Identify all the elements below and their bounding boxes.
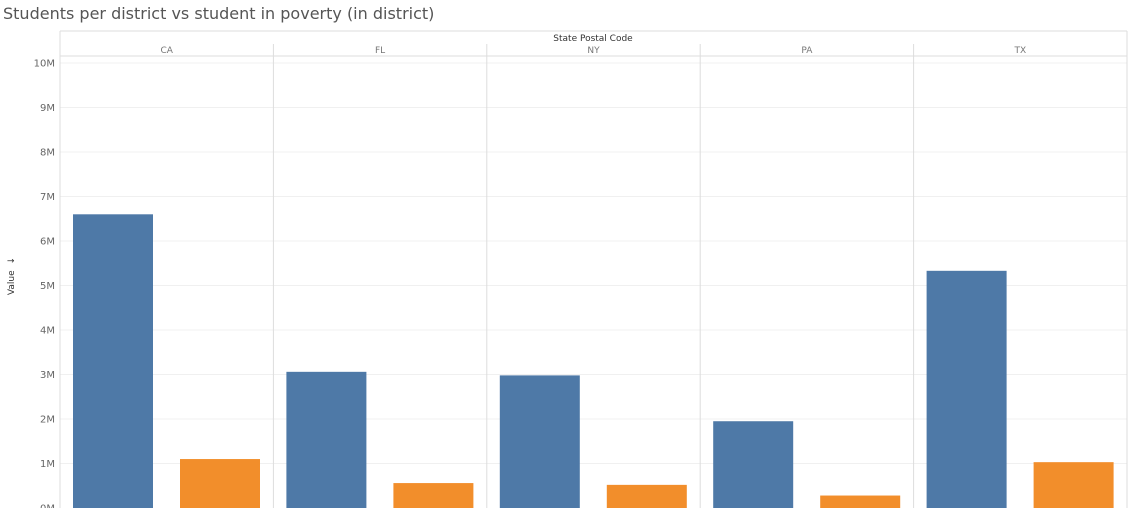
sort-icon[interactable]: ↓ bbox=[7, 257, 17, 265]
column-header-title: State Postal Code bbox=[553, 34, 633, 44]
category-label: PA bbox=[801, 46, 813, 56]
category-labels: CA FL NY PA TX bbox=[160, 46, 1026, 56]
y-tick-label: 3M bbox=[40, 370, 55, 381]
category-label: FL bbox=[375, 46, 385, 56]
y-tick-label: 0M bbox=[40, 504, 55, 508]
y-tick-label: 10M bbox=[34, 59, 55, 70]
bar-ny-1[interactable] bbox=[499, 375, 580, 508]
bar-fl-1[interactable] bbox=[286, 371, 367, 508]
bar-ny-2[interactable] bbox=[606, 484, 687, 508]
column-header: State Postal Code bbox=[60, 30, 1127, 57]
bar-ca-1[interactable] bbox=[73, 214, 153, 508]
y-axis-title-text: Value bbox=[7, 270, 17, 295]
chart-title: Students per district vs student in pove… bbox=[3, 4, 435, 23]
bar-fl-2[interactable] bbox=[393, 483, 474, 508]
panel-dividers bbox=[272, 31, 1128, 508]
y-tick-label: 8M bbox=[40, 148, 55, 159]
bar-pa-1[interactable] bbox=[713, 421, 794, 508]
y-tick-label: 4M bbox=[40, 326, 55, 337]
bar-tx-1[interactable] bbox=[926, 270, 1007, 508]
y-tick-label: 1M bbox=[40, 459, 55, 470]
bar-tx-2[interactable] bbox=[1033, 462, 1114, 508]
y-tick-label: 2M bbox=[40, 415, 55, 426]
y-tick-labels: 0M 1M 2M 3M 4M 5M 6M 7M 8M 9M 10M bbox=[34, 59, 55, 508]
bar-pa-2[interactable] bbox=[820, 495, 901, 508]
category-label: TX bbox=[1013, 46, 1026, 56]
y-tick-label: 9M bbox=[40, 103, 55, 114]
y-tick-label: 5M bbox=[40, 281, 55, 292]
category-label: CA bbox=[160, 46, 173, 56]
category-label: NY bbox=[587, 46, 600, 56]
y-axis-title: Value ↓ bbox=[7, 257, 17, 295]
y-tick-label: 6M bbox=[40, 237, 55, 248]
bar-ca-2[interactable] bbox=[180, 459, 260, 508]
y-tick-label: 7M bbox=[40, 192, 55, 203]
bars bbox=[73, 214, 1114, 508]
